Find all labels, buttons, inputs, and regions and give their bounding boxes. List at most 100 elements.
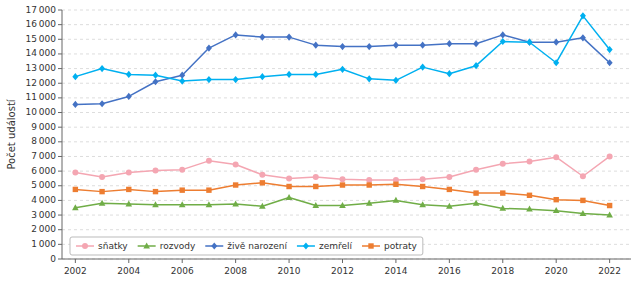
x-tick-label: 2010 [278, 266, 301, 276]
data-point [153, 189, 158, 194]
data-point [554, 197, 559, 202]
data-point [500, 38, 506, 45]
x-tick-label: 2020 [545, 266, 568, 276]
y-tick-label: 14 000 [26, 48, 57, 58]
grid-line [62, 10, 631, 11]
grid-line [62, 229, 631, 230]
data-point [473, 40, 479, 47]
data-point [99, 174, 105, 180]
y-tick [58, 39, 62, 40]
y-tick [58, 83, 62, 84]
y-tick [58, 141, 62, 142]
data-point [126, 187, 131, 192]
data-point [179, 201, 186, 207]
grid-line [62, 215, 631, 216]
data-point [500, 161, 506, 167]
data-point [446, 203, 453, 209]
data-point [606, 211, 613, 217]
chart: 01 0002 0003 0004 0005 0006 0007 0008 00… [0, 0, 643, 285]
data-point [233, 76, 239, 83]
data-point [340, 182, 345, 187]
data-point [313, 174, 319, 180]
x-tick-label: 2006 [171, 266, 194, 276]
data-point [607, 59, 613, 66]
legend-items: sňatkyrozvodyživě narozenízemřelípotraty [76, 241, 417, 251]
y-tick-label: 13 000 [26, 63, 57, 73]
data-point [553, 59, 559, 66]
legend-swatch-marker [211, 242, 217, 249]
legend-frame [70, 237, 423, 255]
grid-line [62, 259, 631, 260]
data-point [499, 205, 506, 211]
x-tick [609, 259, 610, 263]
y-tick [58, 259, 62, 260]
data-point [393, 182, 398, 187]
data-point [339, 43, 345, 50]
data-point [420, 184, 425, 189]
data-point [526, 39, 532, 46]
data-point [420, 42, 426, 49]
data-point [473, 200, 480, 206]
x-tick [235, 259, 236, 263]
y-axis-label: Počet událostí [6, 98, 17, 169]
data-point [232, 200, 239, 206]
data-point [500, 31, 506, 38]
y-tick-label: 4 000 [31, 195, 56, 205]
data-point [72, 170, 78, 176]
data-point [580, 210, 587, 216]
data-point [126, 170, 132, 176]
x-axis-line [62, 259, 631, 260]
data-point [259, 203, 266, 209]
data-point [206, 44, 212, 51]
y-tick-label: 11 000 [26, 92, 57, 102]
x-tick [75, 259, 76, 263]
data-point [420, 64, 426, 71]
y-tick [58, 68, 62, 69]
data-point [312, 202, 319, 208]
data-point [72, 73, 78, 80]
y-tick-label: 9 000 [31, 122, 56, 132]
legend-swatch-marker [368, 243, 373, 248]
legend: sňatkyrozvodyživě narozenízemřelípotraty [70, 237, 423, 255]
data-point [393, 197, 400, 203]
data-point [446, 174, 452, 180]
data-point [393, 42, 399, 49]
x-tick-label: 2022 [598, 266, 621, 276]
grid-line [62, 127, 631, 128]
data-point [527, 193, 532, 198]
x-tick-label: 2002 [64, 266, 87, 276]
data-point [152, 201, 159, 207]
data-point [99, 100, 105, 107]
data-point [473, 62, 479, 69]
y-tick-label: 17 000 [26, 5, 57, 15]
data-point [500, 190, 505, 195]
data-point [99, 200, 106, 206]
data-point [152, 78, 158, 85]
data-point [607, 46, 613, 53]
y-tick [58, 53, 62, 54]
data-point [206, 76, 212, 83]
data-point [233, 162, 239, 168]
data-point [553, 154, 559, 160]
x-tick-label: 2008 [224, 266, 247, 276]
data-point [313, 42, 319, 49]
x-tick-label: 2016 [438, 266, 461, 276]
data-point [313, 184, 318, 189]
y-tick [58, 185, 62, 186]
grid-line [62, 156, 631, 157]
x-tick [502, 259, 503, 263]
grid-line [62, 39, 631, 40]
x-tick [128, 259, 129, 263]
data-point [99, 189, 104, 194]
x-tick [449, 259, 450, 263]
data-point [366, 200, 373, 206]
data-point [260, 180, 265, 185]
data-point [580, 12, 586, 19]
data-point [206, 187, 211, 192]
data-point [366, 75, 372, 82]
data-point [286, 184, 291, 189]
data-point [580, 34, 586, 41]
data-point [447, 187, 452, 192]
data-point [233, 182, 238, 187]
data-point [339, 176, 345, 182]
